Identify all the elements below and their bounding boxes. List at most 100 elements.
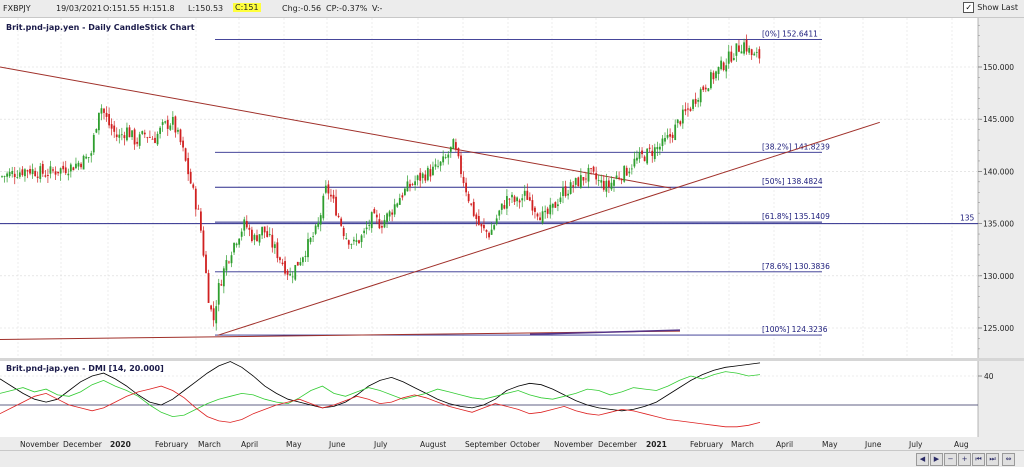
time-axis-label: 2020	[110, 440, 131, 449]
candle-body	[151, 138, 154, 140]
candle-body	[309, 237, 312, 243]
candle-body	[29, 168, 31, 174]
candle-body	[735, 43, 738, 56]
candle-body	[370, 212, 373, 229]
candle-body	[605, 180, 608, 192]
candle-body	[551, 203, 554, 208]
price-tick-label: 135.000	[983, 220, 1014, 229]
scroll-left-icon[interactable]: ◀	[916, 453, 929, 466]
zoom-in-icon[interactable]: +	[958, 453, 971, 466]
candle-body	[748, 47, 751, 53]
candle-body	[289, 273, 292, 276]
candle-body	[434, 164, 437, 167]
candle-body	[694, 98, 697, 104]
candle-body	[398, 198, 401, 205]
candle-body	[24, 169, 26, 177]
candle-body	[638, 152, 641, 159]
navigation-bar: ◀ ▶ − + ⏮ ⏭ ⇔	[0, 450, 1024, 467]
candle-body	[319, 215, 322, 225]
candle-body	[258, 234, 261, 243]
candle-body	[651, 150, 654, 156]
scroll-right-icon[interactable]: ▶	[930, 453, 943, 466]
fit-chart-icon[interactable]: ⇔	[1002, 453, 1015, 466]
candle-body	[646, 148, 649, 164]
time-axis-label: November	[554, 440, 594, 449]
candle-body	[574, 178, 577, 185]
chart-area[interactable]: [0%] 152.6411 [38.2%] 141.8239 [50%] 138.4…	[0, 18, 1024, 450]
candle-body	[169, 125, 172, 130]
dmi-panel[interactable]	[0, 361, 1024, 437]
candle-body	[684, 109, 687, 112]
candle-body	[126, 127, 128, 141]
candle-body	[57, 171, 59, 174]
candle-body	[493, 225, 496, 230]
candle-body	[745, 39, 748, 52]
candle-body	[656, 146, 659, 150]
candle-body	[506, 196, 508, 209]
show-last-toggle[interactable]: ✓ Show Last	[963, 2, 1018, 13]
candle-body	[659, 146, 661, 150]
candle-body	[228, 261, 230, 263]
candle-body	[314, 225, 317, 234]
quote-header-bar: FXBPJY 19/03/2021 O:151.55 H:151.8 L:150…	[0, 0, 1024, 18]
time-axis-label: December	[63, 440, 103, 449]
time-axis-label: December	[598, 440, 638, 449]
candle-body	[521, 198, 524, 201]
candle-body	[702, 86, 705, 90]
candle-body	[345, 238, 348, 239]
horizontal-level-label: 135	[960, 214, 975, 223]
candle-body	[592, 166, 595, 172]
candle-body	[233, 242, 235, 253]
time-axis-label: Aug	[954, 440, 969, 449]
candle-body	[424, 174, 427, 181]
price-panel[interactable]	[0, 18, 1024, 358]
candle-body	[483, 224, 485, 229]
candle-body	[567, 193, 569, 196]
candle-body	[62, 165, 65, 170]
candle-body	[115, 134, 118, 138]
candle-body	[495, 218, 498, 225]
candle-body	[355, 240, 358, 242]
candle-body	[11, 171, 14, 175]
candle-body	[26, 170, 29, 172]
candle-body	[159, 127, 161, 134]
candle-body	[717, 66, 720, 74]
candle-body	[16, 177, 19, 178]
candle-body	[516, 197, 518, 202]
time-axis-label: April	[776, 440, 793, 449]
candle-body	[720, 60, 722, 70]
zoom-out-icon[interactable]: −	[944, 453, 957, 466]
time-axis-label: October	[510, 440, 541, 449]
candle-body	[753, 53, 756, 56]
candle-body	[105, 112, 108, 117]
candle-body	[75, 163, 77, 169]
candle-body	[449, 146, 452, 152]
scroll-start-icon[interactable]: ⏮	[972, 453, 985, 466]
candle-body	[681, 109, 684, 124]
candle-body	[419, 172, 422, 181]
candle-body	[411, 184, 414, 185]
candle-body	[296, 261, 299, 266]
candle-body	[462, 176, 465, 183]
candle-body	[337, 215, 340, 218]
candle-body	[426, 167, 429, 181]
candle-body	[381, 226, 383, 228]
scroll-end-icon[interactable]: ⏭	[986, 453, 999, 466]
dmi-chart-title: Brit.pnd-jap.yen - DMI [14, 20.000]	[6, 364, 164, 373]
candle-body	[722, 62, 725, 71]
candle-body	[230, 255, 233, 264]
dmi-series-line-1	[0, 371, 761, 418]
candle-body	[671, 134, 674, 138]
candle-body	[432, 166, 434, 175]
candle-body	[307, 239, 309, 258]
candle-body	[286, 270, 289, 275]
candle-body	[414, 181, 416, 186]
candle-body	[465, 182, 467, 193]
candle-body	[585, 178, 587, 180]
candle-body	[149, 137, 151, 138]
candle-body	[353, 239, 355, 242]
candle-body	[47, 175, 49, 176]
candle-body	[437, 165, 439, 167]
trend-line-descending	[0, 66, 672, 189]
show-last-checkbox[interactable]: ✓	[963, 2, 975, 13]
